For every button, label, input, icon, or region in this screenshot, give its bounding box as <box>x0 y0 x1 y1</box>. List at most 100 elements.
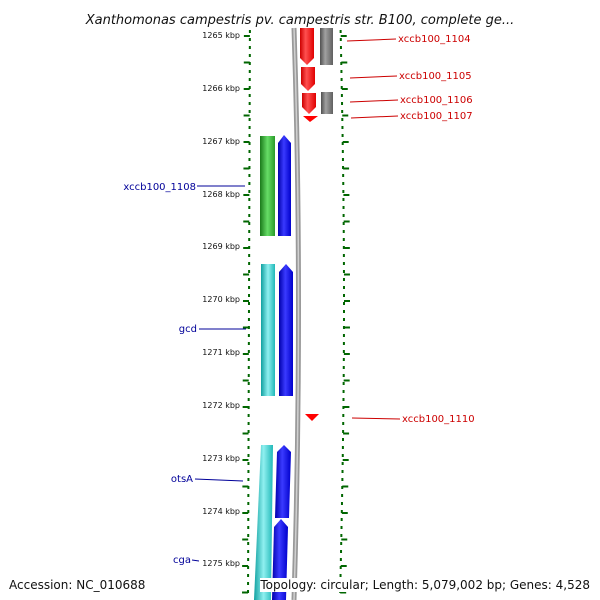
gene-label-gcd[interactable]: gcd <box>179 324 197 335</box>
tick-dot <box>248 222 251 225</box>
tick-dot <box>248 46 251 49</box>
gene-xccb100-1104[interactable] <box>300 28 314 65</box>
tick-mark <box>340 591 347 594</box>
reverse-strand-genes <box>300 28 333 421</box>
tick-dot <box>248 230 251 233</box>
tick-dot <box>247 438 250 441</box>
tick-dot <box>340 550 343 553</box>
tick-dot <box>248 262 251 265</box>
tick-dot <box>248 70 251 73</box>
tick-label: 1265 kbp <box>202 31 240 40</box>
tick-mark <box>343 353 350 355</box>
tick-dot <box>341 126 344 129</box>
tick-dot <box>247 542 250 545</box>
tick-mark <box>242 379 249 382</box>
tick-dot <box>247 334 250 337</box>
tick-mark <box>242 591 249 594</box>
tick-label: 1273 kbp <box>202 454 240 463</box>
tick-dot <box>248 254 251 257</box>
tick-dot <box>248 142 251 145</box>
tick-dot <box>248 54 251 57</box>
tick-dot <box>341 494 344 497</box>
tick-dot <box>340 510 343 513</box>
gene-xccb100-1106[interactable] <box>302 93 316 114</box>
tick-label: 1275 kbp <box>202 559 240 568</box>
accession-text: Accession: NC_010688 <box>9 578 146 592</box>
gene-blue-1[interactable] <box>278 135 291 236</box>
tick-label: 1268 kbp <box>202 190 240 199</box>
gene-xccb100-1105[interactable] <box>301 67 315 91</box>
tick-dot <box>247 422 250 425</box>
tick-dot <box>342 414 345 417</box>
tick-dot <box>247 550 250 553</box>
tick-mark <box>242 353 249 355</box>
tick-dot <box>247 526 250 529</box>
tick-dot <box>342 302 345 305</box>
tick-dot <box>342 294 345 297</box>
gene-grey-2[interactable] <box>321 92 333 114</box>
tick-dot <box>248 270 251 273</box>
tick-mark <box>242 565 249 567</box>
tick-dot <box>339 558 342 561</box>
tick-dot <box>248 110 251 113</box>
tick-dot <box>247 310 250 313</box>
tick-dot <box>247 478 250 481</box>
gene-label-xccb100-1108[interactable]: xccb100_1108 <box>123 182 196 193</box>
tick-dot <box>248 86 251 89</box>
gene-label-cga[interactable]: cga <box>173 555 191 566</box>
tick-mark <box>340 35 347 37</box>
tick-dot <box>341 110 344 113</box>
leader-line <box>346 38 397 42</box>
tick-dot <box>341 486 344 489</box>
gene-label-xccb100-1105[interactable]: xccb100_1105 <box>399 71 472 82</box>
topology-text: Topology: circular; Length: 5,079,002 bp… <box>260 578 590 592</box>
gene-xccb100-1108-green[interactable] <box>260 136 275 236</box>
tick-dot <box>247 414 250 417</box>
gene-label-xccb100-1107[interactable]: xccb100_1107 <box>400 111 473 122</box>
gene-blue-3[interactable] <box>275 445 291 518</box>
tick-dot <box>342 262 345 265</box>
gene-label-xccb100-1104[interactable]: xccb100_1104 <box>398 34 471 45</box>
tick-dot <box>342 190 345 193</box>
tick-dot <box>248 134 251 137</box>
gene-grey-1[interactable] <box>320 28 333 65</box>
tick-dot <box>342 390 345 393</box>
gene-label-otsA[interactable]: otsA <box>171 474 193 485</box>
tick-mark <box>343 167 350 170</box>
tick-dot <box>248 102 251 105</box>
gene-blue-2[interactable] <box>279 264 293 396</box>
genome-backbone-highlight <box>293 27 300 600</box>
tick-dot <box>341 454 344 457</box>
tick-dot <box>248 198 251 201</box>
tick-dot <box>342 174 345 177</box>
tick-mark <box>242 512 249 514</box>
tick-dot <box>341 446 344 449</box>
gene-xccb100-1107[interactable] <box>303 116 318 122</box>
gene-label-xccb100-1110[interactable]: xccb100_1110 <box>402 414 475 425</box>
tick-dot <box>247 510 250 513</box>
tick-dot <box>340 86 343 89</box>
tick-dot <box>247 430 250 433</box>
tick-dot <box>248 126 251 129</box>
tick-dot <box>340 78 343 81</box>
gene-xccb100-1110[interactable] <box>305 414 319 421</box>
tick-mark <box>343 194 350 196</box>
tick-dot <box>248 166 251 169</box>
left-tick-track <box>242 30 251 594</box>
gene-otsA-cyan[interactable] <box>254 445 273 600</box>
tick-dot <box>247 302 250 305</box>
tick-mark <box>341 512 348 514</box>
tick-dot <box>339 30 342 33</box>
tick-dot <box>247 398 250 401</box>
gene-label-xccb100-1106[interactable]: xccb100_1106 <box>400 95 473 106</box>
gene-gcd-cyan[interactable] <box>261 264 275 396</box>
tick-dot <box>247 590 250 593</box>
leader-line <box>351 417 401 420</box>
tick-dot <box>342 238 345 241</box>
tick-dot <box>342 214 345 217</box>
tick-dot <box>248 294 251 297</box>
tick-dot <box>342 206 345 209</box>
tick-dot <box>340 542 343 545</box>
tick-dot <box>339 46 342 49</box>
tick-dot <box>247 462 250 465</box>
